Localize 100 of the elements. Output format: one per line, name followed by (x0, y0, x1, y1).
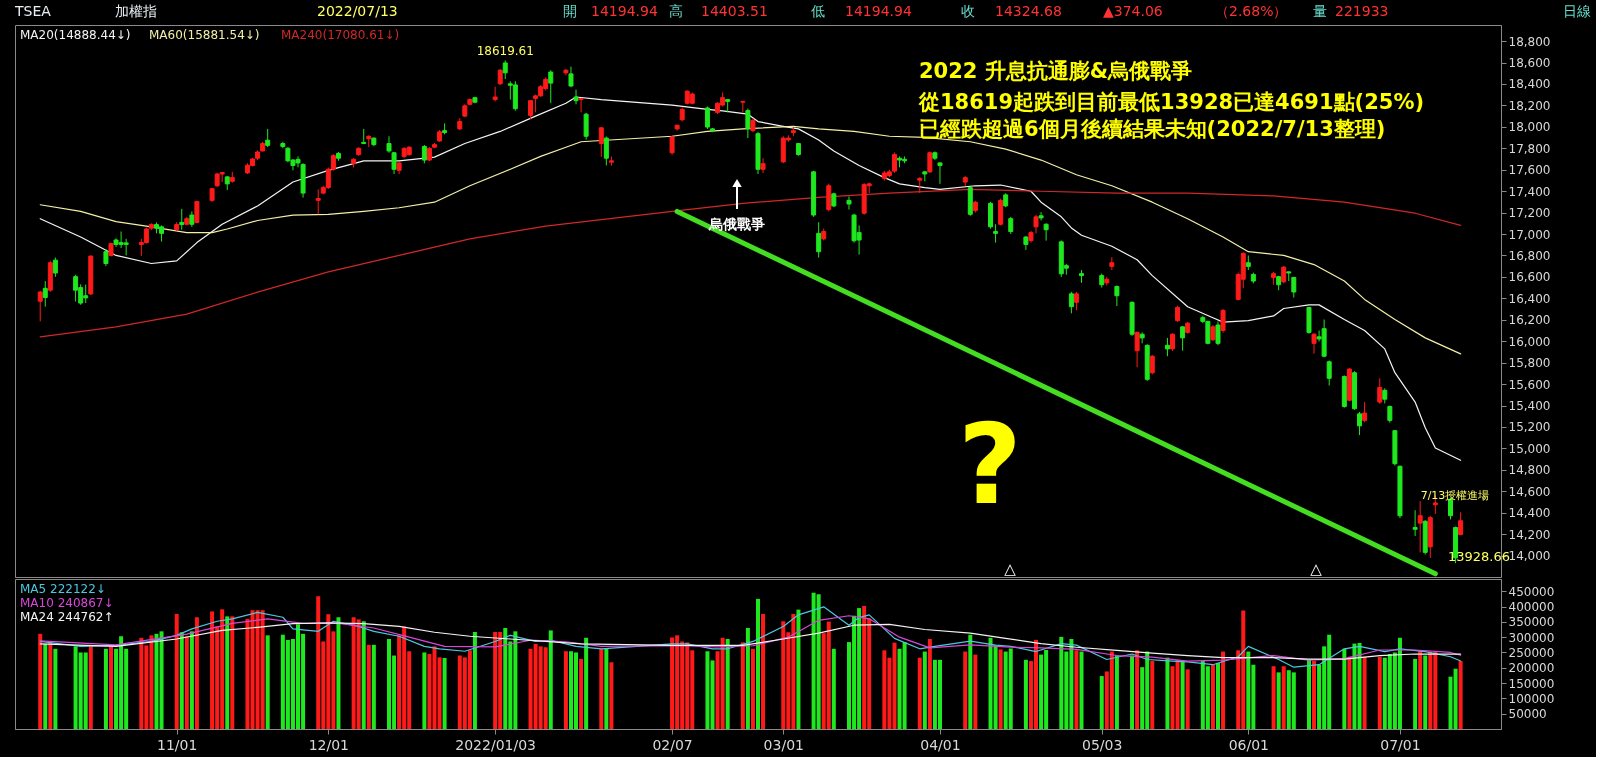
bar (184, 636, 189, 729)
bar (336, 617, 341, 729)
bar (1352, 643, 1357, 729)
bar (740, 642, 745, 729)
line-series (39, 622, 1462, 660)
candlestick (1220, 308, 1226, 334)
y-tick-label: 200000 (1508, 661, 1555, 676)
candlestick (1215, 320, 1221, 346)
y-tick-label: 100000 (1508, 691, 1555, 706)
bar (973, 654, 978, 729)
y-tick-label: 400000 (1508, 600, 1555, 615)
candlestick (37, 290, 43, 322)
candlestick (1377, 377, 1383, 405)
bar (503, 627, 508, 729)
bar (761, 613, 766, 729)
bar (1397, 637, 1402, 729)
candlestick (1043, 222, 1049, 242)
bar (316, 596, 321, 729)
candlestick (1134, 331, 1140, 368)
y-tick-label: 16,000 (1508, 334, 1551, 349)
candlestick (1180, 325, 1186, 352)
candlestick (512, 80, 518, 112)
text: （2.68%） (1215, 3, 1288, 19)
bar (442, 657, 447, 729)
candlestick (846, 196, 852, 211)
annotation: 已經跌超過6個月後續結果未知(2022/7/13整理) (919, 117, 1386, 141)
text: 加權指 (115, 3, 157, 19)
text: 14324.68 (995, 3, 1062, 19)
candlestick (52, 257, 58, 278)
y-tick-label: 18,000 (1508, 120, 1551, 135)
candlestick (573, 89, 579, 105)
candlestick (603, 135, 609, 166)
bar (579, 658, 584, 729)
bar (750, 648, 755, 729)
y-tick-label: 300000 (1508, 630, 1555, 645)
bar (1423, 655, 1428, 729)
y-tick-label: 15,600 (1508, 377, 1551, 392)
bar (548, 630, 553, 729)
bar (422, 652, 427, 729)
line-series (39, 188, 1462, 338)
candlestick (179, 208, 185, 231)
bar (53, 648, 58, 729)
bar (1276, 672, 1281, 729)
y-tick-label: 16,800 (1508, 248, 1551, 263)
y-tick-label: 50000 (1508, 707, 1547, 722)
bar (609, 662, 614, 729)
y-tick-label: 450000 (1508, 584, 1555, 599)
bar (493, 631, 498, 729)
bar (826, 621, 831, 729)
bar (1109, 651, 1114, 729)
bar (1180, 661, 1185, 729)
candlestick (760, 157, 766, 174)
bar (796, 609, 801, 729)
text: MA5 222122↓ (20, 582, 106, 596)
bar (604, 648, 609, 729)
bar (174, 613, 179, 729)
bar (139, 637, 144, 729)
bar (584, 637, 589, 729)
candlestick (998, 198, 1004, 226)
bar (1114, 655, 1119, 729)
annotation: 2022 升息抗通膨&烏俄戰爭 (919, 59, 1193, 83)
annotation: 18619.61 (476, 44, 534, 59)
bar (1135, 650, 1140, 729)
y-tick-label: 14,800 (1508, 463, 1551, 478)
y-tick-label: 14,400 (1508, 506, 1551, 521)
candlestick (1068, 291, 1074, 314)
bar (968, 634, 973, 729)
annotation: △ (1310, 560, 1323, 578)
bar (1008, 648, 1013, 729)
annotation: 從18619起跌到目前最低13928已達4691點(25%) (918, 90, 1425, 114)
x-tick-label: 04/01 (920, 736, 961, 753)
bar (159, 631, 164, 729)
candlestick (1164, 337, 1170, 357)
bar (1362, 656, 1367, 729)
bar (1291, 672, 1296, 729)
text: 開 (563, 3, 577, 19)
bar (48, 641, 53, 729)
text: MA60(15881.54↓) (149, 28, 260, 42)
bar (366, 644, 371, 729)
text: MA20(14888.44↓) (20, 28, 131, 42)
text: 14194.94 (591, 3, 658, 19)
text: 221933 (1335, 3, 1389, 19)
y-tick-label: 250000 (1508, 645, 1555, 660)
candlestick (1038, 211, 1044, 221)
candlestick (745, 108, 751, 139)
x-tick-label: 2022/01/03 (455, 736, 536, 753)
candlestick (73, 274, 79, 303)
x-tick-label: 05/03 (1082, 736, 1123, 753)
bar (108, 646, 113, 729)
bar (189, 631, 194, 729)
y-tick-label: 18,800 (1508, 34, 1551, 49)
bar (725, 639, 730, 729)
candlestick (927, 150, 933, 174)
bar (260, 610, 265, 729)
bar (83, 652, 88, 729)
bar (922, 651, 927, 729)
bar (599, 648, 604, 729)
bar (563, 651, 568, 729)
annotation: ? (958, 401, 1022, 529)
candlestick (598, 126, 604, 158)
